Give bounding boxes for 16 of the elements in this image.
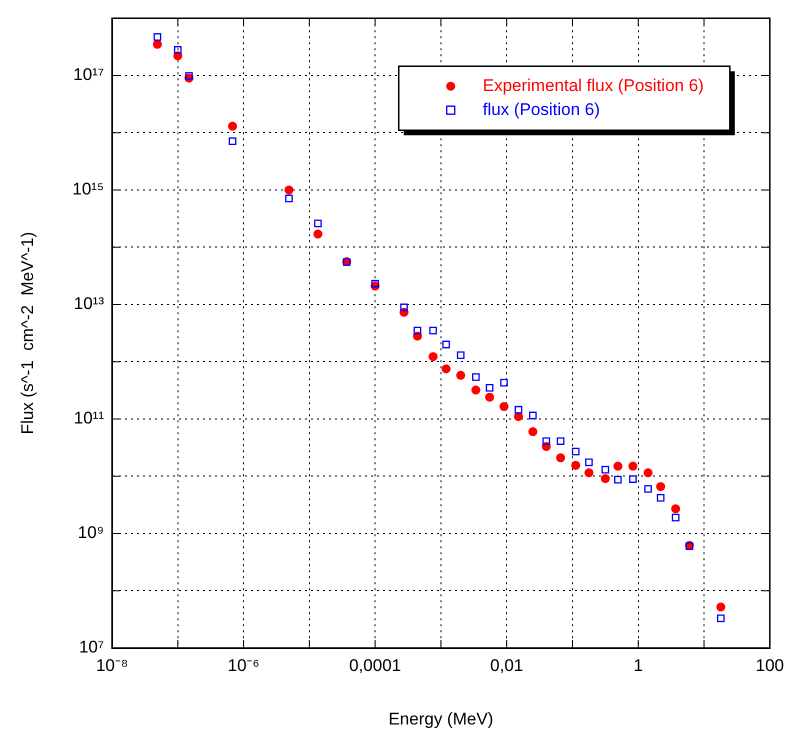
y-axis-title: Flux (s^-1 cm^-2 MeV^-1) bbox=[18, 232, 37, 434]
y-tick-label: 10¹³ bbox=[74, 294, 104, 314]
y-tick-label: 10⁹ bbox=[78, 523, 104, 542]
x-tick-label: 0,0001 bbox=[349, 656, 402, 675]
x-tick-label: 0,01 bbox=[490, 656, 524, 675]
legend-label: flux (Position 6) bbox=[482, 100, 600, 119]
x-tick-label: 1 bbox=[634, 656, 643, 675]
y-tick-label: 10¹⁵ bbox=[72, 180, 104, 199]
y-tick-label: 10⁷ bbox=[78, 638, 104, 657]
x-tick-label: 10⁻⁶ bbox=[228, 656, 260, 675]
x-tick-label: 10⁻⁸ bbox=[96, 656, 128, 675]
x-tick-label: 100 bbox=[756, 656, 784, 675]
x-axis-title: Energy (MeV) bbox=[388, 709, 494, 728]
y-tick-label: 10¹¹ bbox=[74, 408, 104, 428]
y-tick-label: 10¹⁷ bbox=[73, 65, 104, 84]
legend-label: Experimental flux (Position 6) bbox=[482, 76, 704, 95]
